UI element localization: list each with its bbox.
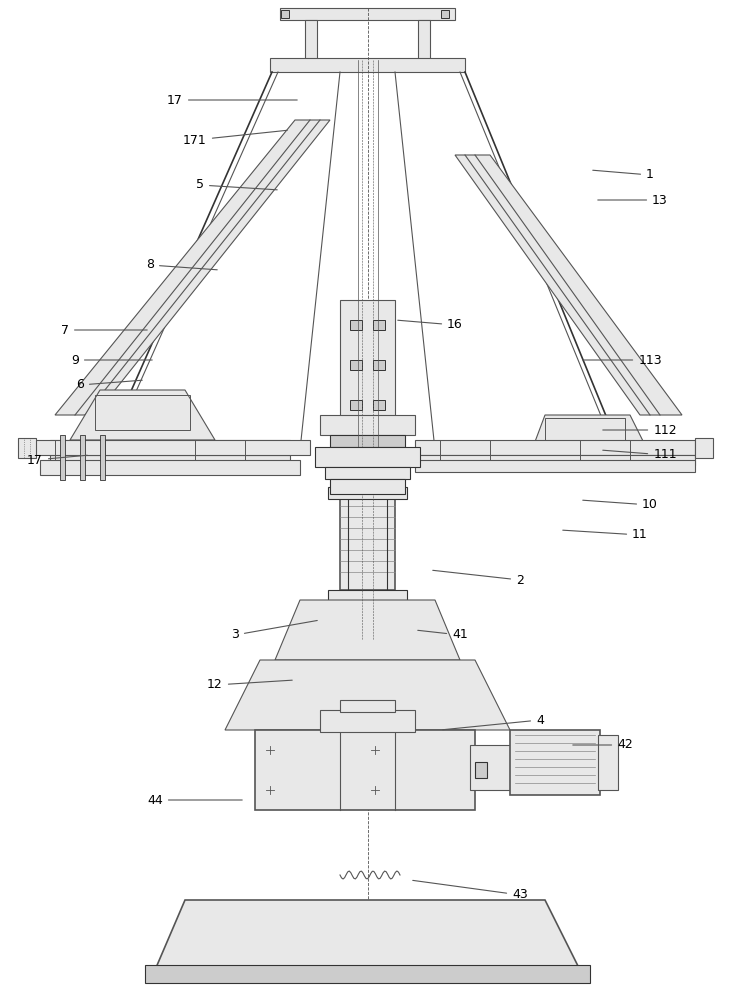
Polygon shape xyxy=(225,660,510,730)
Bar xyxy=(330,435,405,447)
Bar xyxy=(18,438,36,458)
Text: 6: 6 xyxy=(76,378,142,391)
Text: 8: 8 xyxy=(146,258,217,271)
Bar xyxy=(545,418,625,448)
Text: 111: 111 xyxy=(603,448,677,462)
Polygon shape xyxy=(155,900,580,970)
Polygon shape xyxy=(455,155,682,415)
Polygon shape xyxy=(70,390,215,440)
Bar xyxy=(373,360,385,370)
Text: 43: 43 xyxy=(413,880,528,902)
Bar xyxy=(350,400,362,410)
Text: 10: 10 xyxy=(583,498,658,512)
Bar xyxy=(510,730,600,795)
Bar xyxy=(50,455,290,465)
Text: 41: 41 xyxy=(418,629,468,642)
Text: 9: 9 xyxy=(71,354,153,366)
Text: 3: 3 xyxy=(231,620,317,642)
Bar xyxy=(305,20,317,60)
Text: 4: 4 xyxy=(443,714,544,730)
Polygon shape xyxy=(40,460,300,475)
Text: 16: 16 xyxy=(398,318,463,332)
Text: 11: 11 xyxy=(563,528,648,542)
Bar xyxy=(350,320,362,330)
Bar xyxy=(470,745,515,790)
Bar xyxy=(255,730,475,810)
Text: 113: 113 xyxy=(583,354,662,366)
Bar xyxy=(100,435,105,480)
Text: 42: 42 xyxy=(573,738,633,752)
Bar xyxy=(415,460,695,472)
Bar xyxy=(340,490,395,590)
Bar xyxy=(320,415,415,435)
Text: 171: 171 xyxy=(183,130,287,146)
Bar xyxy=(340,700,395,712)
Text: 5: 5 xyxy=(196,178,277,192)
Text: 44: 44 xyxy=(147,794,242,806)
Bar xyxy=(340,300,395,450)
Bar xyxy=(415,440,695,455)
Bar xyxy=(60,435,65,480)
Text: 7: 7 xyxy=(61,324,147,336)
Text: 1: 1 xyxy=(593,168,654,182)
Bar xyxy=(270,58,465,72)
Bar xyxy=(280,8,455,20)
Bar xyxy=(418,20,430,60)
Text: 2: 2 xyxy=(433,570,524,586)
Bar xyxy=(441,10,449,18)
Bar xyxy=(348,490,387,590)
Bar xyxy=(80,435,85,480)
Bar xyxy=(598,735,618,790)
Bar xyxy=(328,590,407,602)
Polygon shape xyxy=(55,120,330,415)
Bar xyxy=(328,487,407,499)
Bar xyxy=(320,710,415,732)
Bar xyxy=(315,447,420,467)
Bar xyxy=(695,438,713,458)
Text: 12: 12 xyxy=(207,678,293,692)
Text: 13: 13 xyxy=(598,194,668,207)
Polygon shape xyxy=(275,600,460,660)
Bar xyxy=(373,400,385,410)
Bar xyxy=(330,479,405,494)
Polygon shape xyxy=(530,415,650,455)
Bar xyxy=(325,467,410,479)
Bar xyxy=(415,455,695,465)
Bar xyxy=(350,360,362,370)
Polygon shape xyxy=(50,440,290,455)
Text: 17: 17 xyxy=(27,454,87,466)
Bar xyxy=(95,395,190,430)
Bar xyxy=(475,762,487,778)
Bar xyxy=(145,965,590,983)
Text: 17: 17 xyxy=(167,94,297,106)
Text: 112: 112 xyxy=(603,424,677,436)
Bar xyxy=(30,440,310,455)
Bar xyxy=(281,10,289,18)
Bar xyxy=(373,320,385,330)
